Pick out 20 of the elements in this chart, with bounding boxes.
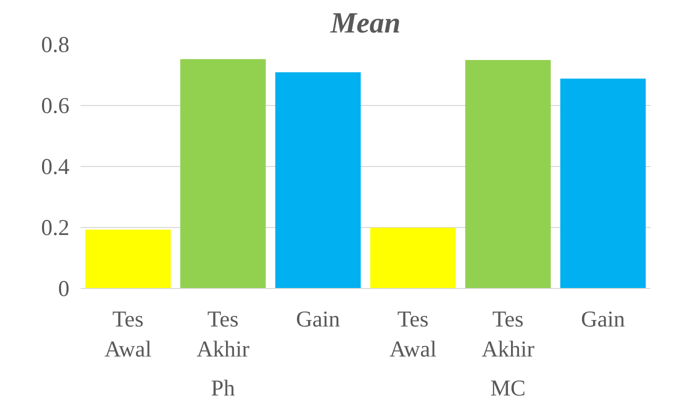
x-tick-label: Tes Akhir xyxy=(196,306,250,362)
y-tick-label: 0.6 xyxy=(41,93,70,118)
y-tick-label: 0.2 xyxy=(41,215,70,240)
bar xyxy=(465,60,551,288)
x-tick-label: Tes Awal xyxy=(104,306,152,362)
x-tick-label: Tes Akhir xyxy=(482,306,535,362)
bar xyxy=(180,59,266,288)
y-tick-label: 0.8 xyxy=(41,32,70,57)
x-tick-label: Gain xyxy=(296,306,340,332)
x-tick-label: Tes Awal xyxy=(390,306,437,362)
bar xyxy=(560,78,646,288)
bar xyxy=(370,228,456,288)
y-tick-label: 0 xyxy=(58,276,70,301)
text: Ph xyxy=(211,376,236,400)
x-tick-label: Gain xyxy=(580,306,626,332)
bar xyxy=(275,72,361,288)
y-tick-label: 0.4 xyxy=(41,154,70,179)
text: MC xyxy=(490,376,526,400)
chart-title: Mean xyxy=(329,8,401,40)
bar xyxy=(85,230,171,288)
